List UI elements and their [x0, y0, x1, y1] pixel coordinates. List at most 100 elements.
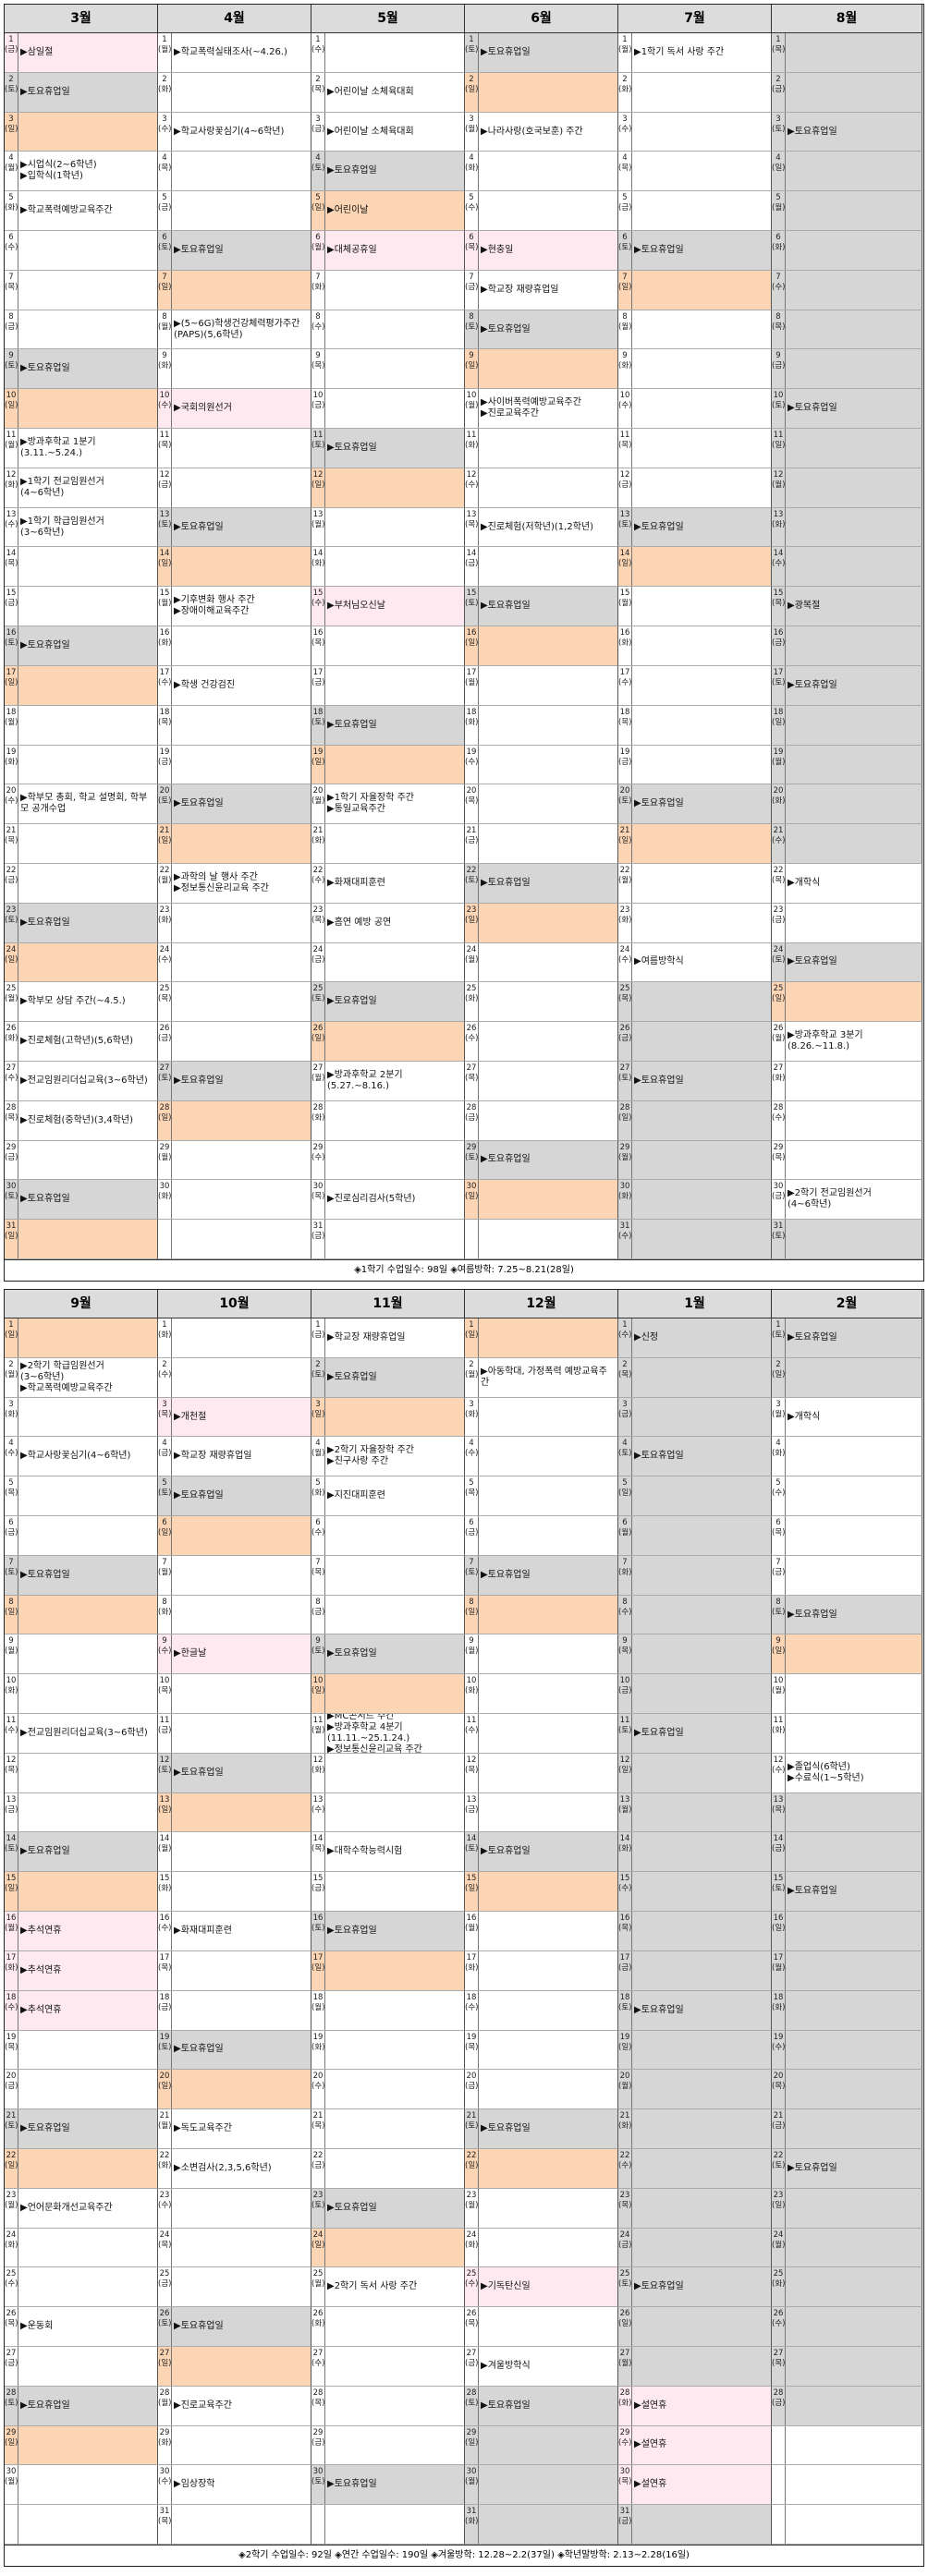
day-cell: 20 (수) ▶학부모 총회, 학교 설명회, 학부모 공개수업 — [5, 784, 158, 825]
date-label: 4 (수) — [5, 1437, 18, 1476]
date-label: 8 (일) — [465, 1595, 479, 1634]
weekday: (일) — [5, 1607, 18, 1617]
date-label: 13 (금) — [465, 1792, 479, 1832]
weekday: (월) — [311, 2279, 325, 2290]
date-label: 9 (수) — [158, 1634, 172, 1674]
weekday: (목) — [772, 1528, 786, 1538]
weekday: (월) — [158, 599, 172, 609]
day-number: 22 — [773, 865, 784, 875]
weekday: (화) — [5, 1409, 18, 1419]
weekday: (토) — [618, 1449, 632, 1459]
day-number: 12 — [773, 469, 784, 480]
date-label: 9 (토) — [5, 349, 18, 389]
day-cell: 30 (목) ▶진로심리검사(5학년) — [311, 1180, 465, 1221]
day-cell: 14 (화) — [311, 547, 465, 588]
day-cell: 30 (월) — [5, 2465, 158, 2506]
day-cell: 23 (화) — [158, 903, 311, 943]
day-number: 27 — [6, 2348, 17, 2358]
date-label: 23 (월) — [465, 2188, 479, 2228]
day-number: 1 — [775, 35, 781, 44]
day-number: 23 — [6, 2190, 17, 2200]
day-number: 25 — [312, 984, 324, 994]
weekday: (수) — [158, 401, 172, 411]
day-cell: 21 (금) — [772, 2109, 922, 2149]
day-cell: 5 (금) — [158, 191, 311, 232]
weekday: (화) — [311, 1765, 325, 1775]
weekday: (목) — [618, 164, 632, 174]
weekday: (금) — [158, 203, 172, 213]
weekday: (일) — [311, 1034, 325, 1044]
day-cell: 9 (목) — [618, 1634, 772, 1675]
day-cell: 19 (목) — [5, 2030, 158, 2071]
day-cell: 20 (월) — [618, 2070, 772, 2110]
weekday: (일) — [311, 2240, 325, 2250]
day-number: 14 — [6, 1834, 17, 1844]
date-label: 27 (토) — [618, 1061, 632, 1100]
date-label: 21 (토) — [5, 2109, 18, 2148]
date-label: 18 (토) — [311, 705, 325, 745]
weekday: (수) — [311, 322, 325, 332]
weekday: (화) — [465, 2517, 479, 2527]
date-label: 17 (금) — [618, 1950, 632, 1990]
weekday: (일) — [5, 2160, 18, 2170]
date-label: 30 (토) — [5, 1180, 18, 1220]
weekday: (화) — [618, 1567, 632, 1577]
date-label: 11 (월) — [311, 1714, 325, 1753]
day-number: 9 — [8, 351, 14, 361]
day-number: 9 — [775, 1636, 781, 1646]
date-label: 19 (토) — [158, 2030, 172, 2070]
weekday: (일) — [618, 836, 632, 846]
day-cell: 18 (화) — [772, 1990, 922, 2031]
day-cell: 10 (금) — [311, 389, 465, 430]
day-number: 28 — [619, 1102, 630, 1112]
event-text: ▶진로체험(고학년)(5,6학년) — [20, 1036, 133, 1047]
month-header: 2월 — [772, 1290, 922, 1318]
date-label — [772, 2425, 786, 2465]
day-number: 25 — [619, 984, 630, 994]
day-cell: 8 (토) ▶토요휴업일 — [465, 310, 618, 350]
weekday: (수) — [5, 2279, 18, 2290]
day-cell: 29 (월) — [618, 1140, 772, 1181]
date-label: 27 (목) — [465, 1061, 479, 1100]
weekday: (월) — [5, 164, 18, 174]
date-label: 16 (수) — [158, 1912, 172, 1950]
date-label: 14 (금) — [772, 1832, 786, 1872]
day-cell: 19 (금) — [618, 745, 772, 785]
weekday: (화) — [465, 2240, 479, 2250]
event-text: ▶토요휴업일 — [481, 2400, 531, 2411]
day-number: 15 — [619, 589, 630, 599]
day-number: 8 — [775, 1597, 781, 1607]
weekday: (토) — [465, 2398, 479, 2408]
day-cell: 23 (목) ▶흡연 예방 공연 — [311, 903, 465, 943]
day-number: 17 — [312, 1952, 324, 1962]
day-cell: 15 (목) ▶광복절 — [772, 587, 922, 627]
day-cell: 21 (월) ▶독도교육주간 — [158, 2109, 311, 2149]
date-label: 12 (금) — [158, 468, 172, 507]
weekday: (수) — [311, 875, 325, 885]
event-text: ▶진로체험(저학년)(1,2학년) — [481, 521, 593, 532]
day-cell: 20 (금) — [5, 2070, 158, 2110]
day-cell: 29 (수) — [311, 1140, 465, 1181]
day-number: 29 — [312, 1142, 324, 1152]
day-number: 29 — [6, 2427, 17, 2437]
day-cell: 22 (월) ▶과학의 날 행사 주간 ▶정보통신윤리교육 주간 — [158, 863, 311, 904]
event-text: ▶2학기 전교임원선거 (4~6학년) — [788, 1188, 872, 1210]
weekday: (금) — [5, 45, 18, 55]
event-text: ▶학교폭력실태조사(~4.26.) — [174, 46, 287, 57]
date-label: 17 (토) — [772, 665, 786, 705]
weekday: (일) — [158, 1804, 172, 1815]
day-cell: 5 (수) — [465, 191, 618, 232]
date-label: 18 (월) — [5, 705, 18, 745]
date-label: 24 (수) — [618, 942, 632, 982]
day-number: 26 — [6, 2309, 17, 2319]
day-number: 21 — [619, 826, 630, 836]
event-text: ▶토요휴업일 — [788, 126, 837, 137]
event-text: ▶토요휴업일 — [20, 2123, 70, 2134]
weekday: (화) — [772, 2279, 786, 2290]
weekday: (수) — [618, 677, 632, 687]
day-number: 3 — [622, 114, 628, 124]
date-label: 17 (월) — [772, 1950, 786, 1990]
day-cell: 28 (목) ▶진로체험(중학년)(3,4학년) — [5, 1100, 158, 1141]
weekday: (수) — [465, 757, 479, 767]
date-label: 21 (일) — [158, 824, 172, 863]
